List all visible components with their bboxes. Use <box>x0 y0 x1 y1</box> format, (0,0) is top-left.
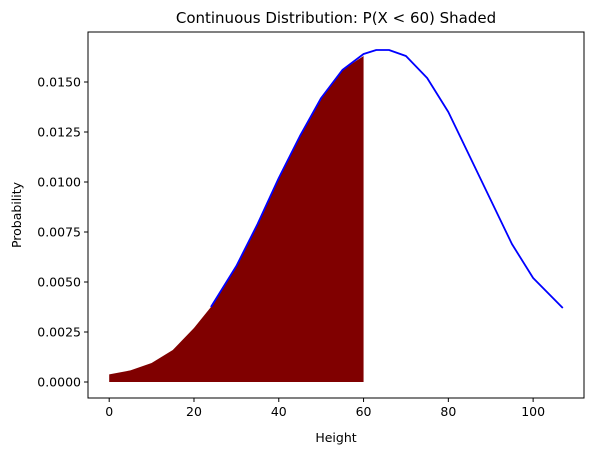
x-axis-label: Height <box>315 430 356 445</box>
y-tick-label: 0.0050 <box>37 275 81 290</box>
y-tick-label: 0.0150 <box>37 75 81 90</box>
density-curve-series <box>210 49 564 309</box>
plot-frame <box>87 31 585 399</box>
x-tick-label: 40 <box>271 404 287 419</box>
shaded-area-series <box>109 56 364 382</box>
y-tick-label: 0.0025 <box>37 325 81 340</box>
x-tick-label: 20 <box>186 404 202 419</box>
x-tick-label: 60 <box>356 404 372 419</box>
y-tick-label: 0.0125 <box>37 125 81 140</box>
ticks-layer: 0 20 40 60 80 100 0.0000 0.0025 0.0050 0.0075 0.01… <box>37 75 545 420</box>
x-tick-label: 0 <box>105 404 113 419</box>
marks-layer <box>109 49 564 382</box>
y-tick-label: 0.0100 <box>37 175 81 190</box>
y-tick-label: 0.0000 <box>37 375 81 390</box>
x-tick-label: 80 <box>440 404 456 419</box>
y-axis-label: Probability <box>9 181 24 248</box>
x-tick-label: 100 <box>521 404 545 419</box>
chart-title: Continuous Distribution: P(X < 60) Shade… <box>176 9 496 27</box>
y-tick-label: 0.0075 <box>37 225 81 240</box>
